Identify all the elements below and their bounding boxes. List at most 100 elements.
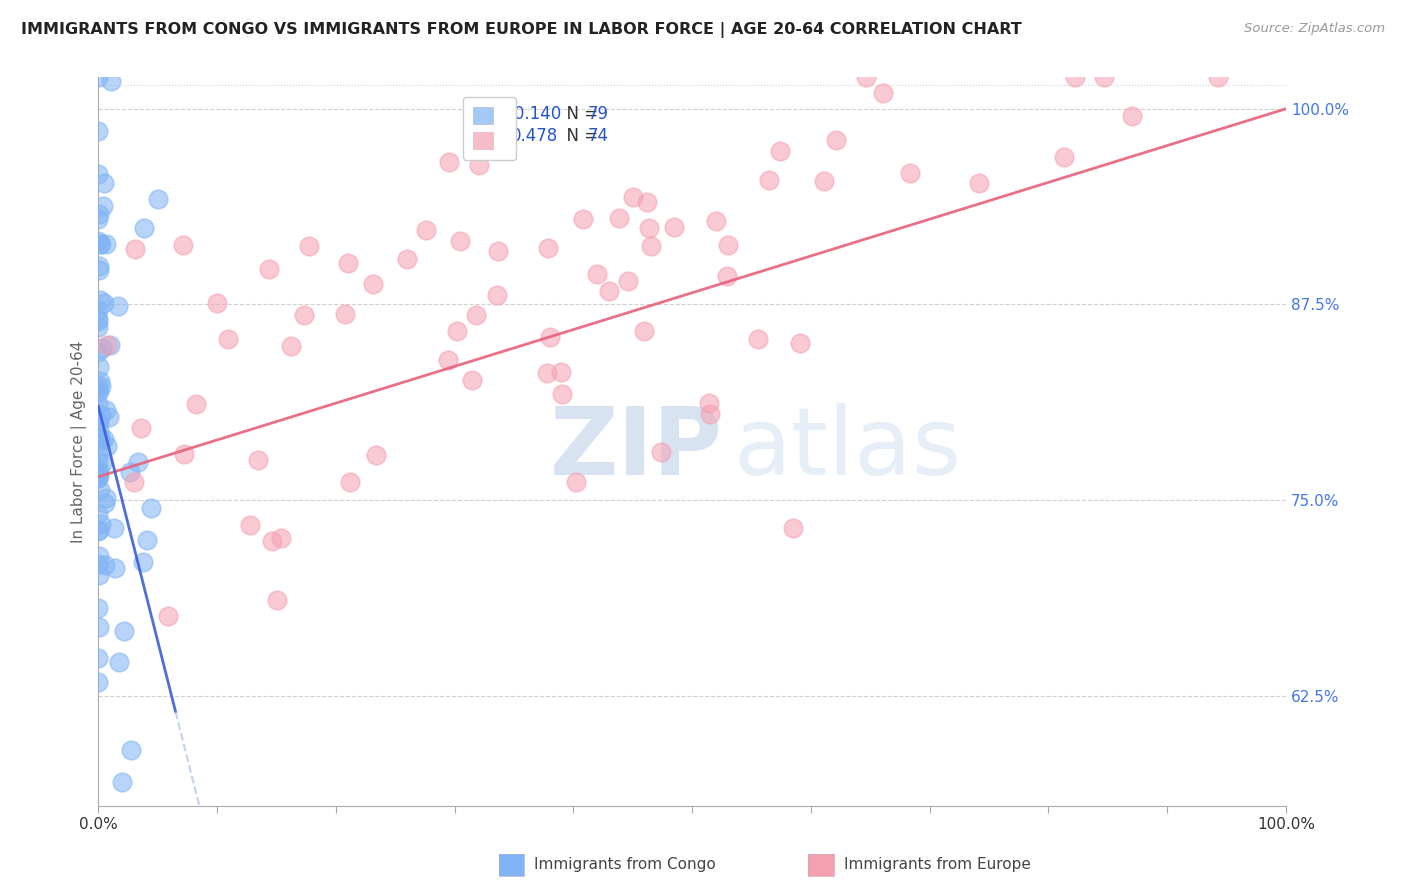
Point <box>87 234 110 248</box>
Point <box>173 238 195 252</box>
Point <box>87 620 110 634</box>
Point <box>87 447 110 461</box>
Text: R =: R = <box>472 105 509 123</box>
Y-axis label: In Labor Force | Age 20-64: In Labor Force | Age 20-64 <box>72 341 87 542</box>
Point <box>87 359 110 374</box>
Point <box>636 195 658 210</box>
Text: atlas: atlas <box>734 403 962 495</box>
Point <box>96 491 118 505</box>
Point <box>361 277 384 291</box>
Point <box>769 144 792 158</box>
Point <box>124 242 146 256</box>
Point <box>93 176 115 190</box>
Point <box>91 198 114 212</box>
Point <box>135 533 157 547</box>
Point <box>90 434 112 449</box>
Point <box>98 410 121 425</box>
Text: ZIP: ZIP <box>550 403 723 495</box>
Point <box>565 475 588 490</box>
Point <box>706 214 728 228</box>
Point <box>813 173 835 187</box>
Point <box>132 555 155 569</box>
Point <box>87 423 110 437</box>
Point <box>339 475 361 489</box>
Point <box>537 241 560 255</box>
Point <box>247 453 270 467</box>
Point <box>87 313 110 327</box>
Point <box>87 70 110 85</box>
Text: 0.478: 0.478 <box>510 127 558 145</box>
Point <box>93 433 115 447</box>
Text: 79: 79 <box>588 105 609 123</box>
Point <box>157 609 180 624</box>
Point <box>87 345 110 359</box>
Point <box>789 336 811 351</box>
Point <box>1092 70 1115 85</box>
Point <box>93 296 115 310</box>
Point <box>87 471 110 485</box>
Point <box>468 158 491 172</box>
Point <box>87 320 110 334</box>
Point <box>333 307 356 321</box>
Point <box>336 256 359 270</box>
Point <box>266 592 288 607</box>
Point <box>782 521 804 535</box>
Point <box>184 397 207 411</box>
Point <box>1064 70 1087 85</box>
Point <box>87 397 110 411</box>
Point <box>87 467 110 481</box>
Text: Source: ZipAtlas.com: Source: ZipAtlas.com <box>1244 22 1385 36</box>
Point <box>297 238 319 252</box>
Point <box>538 330 561 344</box>
Point <box>449 235 471 249</box>
Point <box>87 454 110 468</box>
Point <box>270 531 292 545</box>
Point <box>637 221 659 235</box>
Point <box>87 431 110 445</box>
Point <box>87 523 110 537</box>
Point <box>87 524 110 539</box>
Point <box>292 309 315 323</box>
Point <box>173 447 195 461</box>
Point <box>120 743 142 757</box>
Point <box>87 601 110 615</box>
Point <box>111 775 134 789</box>
Point <box>146 192 169 206</box>
Point <box>122 475 145 490</box>
Point <box>1053 149 1076 163</box>
Point <box>87 463 110 477</box>
Point <box>89 483 111 497</box>
Point <box>239 518 262 533</box>
Point <box>104 561 127 575</box>
Text: IMMIGRANTS FROM CONGO VS IMMIGRANTS FROM EUROPE IN LABOR FORCE | AGE 20-64 CORRE: IMMIGRANTS FROM CONGO VS IMMIGRANTS FROM… <box>21 22 1022 38</box>
Point <box>87 467 110 482</box>
Point <box>87 311 110 326</box>
Point <box>93 496 115 510</box>
Point <box>87 471 110 485</box>
Point <box>486 288 509 302</box>
Point <box>87 212 110 227</box>
Point <box>87 557 110 571</box>
Point <box>87 263 110 277</box>
Point <box>90 341 112 355</box>
Point <box>87 303 110 318</box>
Text: 74: 74 <box>588 127 609 145</box>
Point <box>633 324 655 338</box>
Point <box>90 516 112 531</box>
Text: R =: R = <box>472 127 513 145</box>
Point <box>900 166 922 180</box>
Point <box>364 448 387 462</box>
Point <box>96 337 118 351</box>
Point <box>872 86 894 100</box>
Point <box>550 364 572 378</box>
Point <box>662 220 685 235</box>
Point <box>1121 109 1143 123</box>
Point <box>280 339 302 353</box>
Text: Immigrants from Congo: Immigrants from Congo <box>534 857 716 872</box>
Point <box>697 396 720 410</box>
Point <box>127 454 149 468</box>
Point <box>217 333 239 347</box>
Point <box>551 387 574 401</box>
Point <box>103 521 125 535</box>
Point <box>1208 70 1230 85</box>
